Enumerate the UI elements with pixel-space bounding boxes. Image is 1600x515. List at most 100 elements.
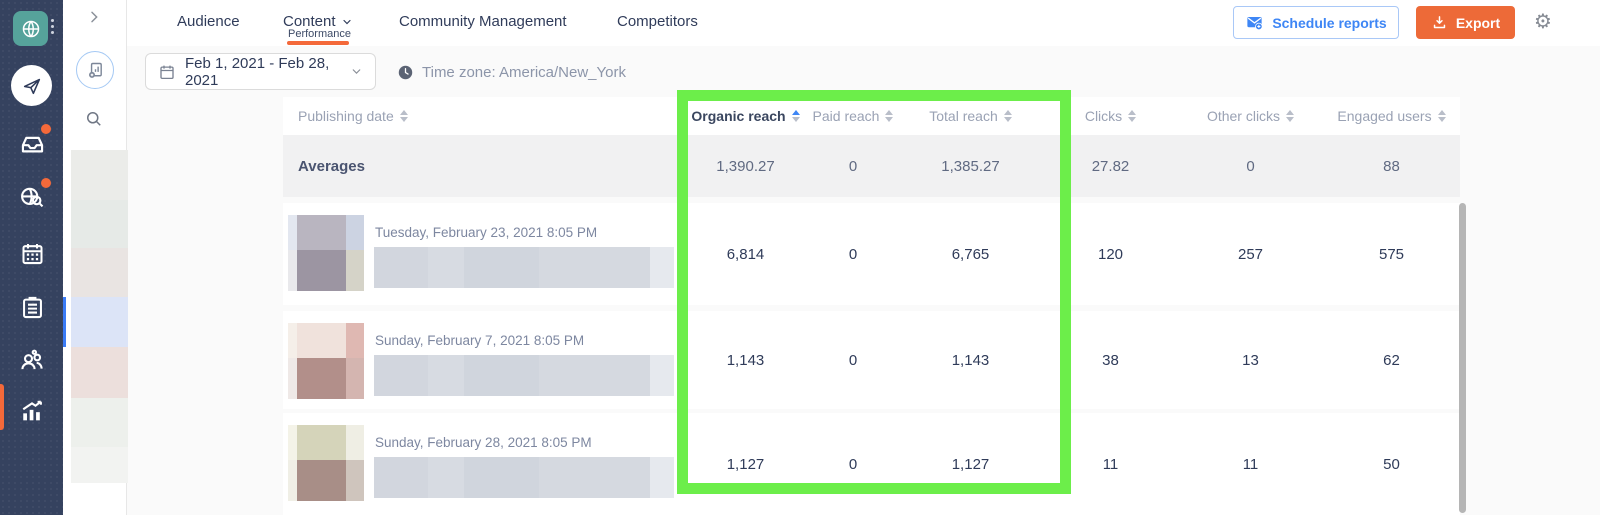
- tab-community-label: Community Management: [399, 13, 567, 30]
- profile-list-item[interactable]: [71, 447, 128, 483]
- primary-sidebar: [0, 0, 63, 515]
- vertical-scrollbar[interactable]: [1459, 203, 1466, 513]
- social-listening-badge: [41, 178, 51, 188]
- chevron-down-icon: [341, 16, 353, 28]
- column-header-publishing-date[interactable]: Publishing date: [283, 97, 683, 135]
- tab-audience[interactable]: Audience: [177, 13, 240, 30]
- cell-engaged-users: 575: [1378, 245, 1405, 263]
- active-tab-underline: [287, 41, 349, 45]
- cell-engaged-users: 62: [1383, 351, 1400, 369]
- column-label: Other clicks: [1206, 108, 1281, 124]
- post-thumbnail[interactable]: [288, 215, 364, 291]
- column-header-engaged-users[interactable]: Engaged users: [1323, 97, 1460, 135]
- cell-organic-reach: 1,127: [726, 455, 765, 473]
- profile-list-item-selected[interactable]: [71, 297, 128, 347]
- post-thumbnail[interactable]: [288, 425, 364, 501]
- search-profiles-button[interactable]: [84, 109, 106, 131]
- cell-clicks: 38: [1102, 351, 1119, 369]
- timezone-display: Time zone: America/New_York: [397, 55, 626, 89]
- sidebar-item-notes[interactable]: [17, 292, 47, 322]
- tab-competitors[interactable]: Competitors: [617, 13, 698, 30]
- cell-organic-reach: 1,143: [726, 351, 765, 369]
- column-label: Clicks: [1084, 108, 1123, 124]
- column-header-clicks[interactable]: Clicks: [1043, 97, 1178, 135]
- profile-list-item[interactable]: [71, 150, 128, 200]
- schedule-reports-label: Schedule reports: [1272, 14, 1387, 31]
- kebab-menu-icon[interactable]: [51, 19, 55, 37]
- cell-clicks: 11: [1102, 455, 1119, 473]
- tab-community-management[interactable]: Community Management: [399, 13, 567, 30]
- cell-other-clicks: 257: [1237, 245, 1264, 263]
- profile-list-item[interactable]: [71, 248, 128, 297]
- table-row[interactable]: Sunday, February 28, 2021 8:05 PM 1,127 …: [283, 413, 1460, 515]
- post-content-redacted: [374, 457, 674, 498]
- post-date: Sunday, February 7, 2021 8:05 PM: [375, 333, 585, 348]
- create-report-button[interactable]: [76, 51, 114, 89]
- team-icon: [18, 347, 46, 375]
- profile-list-item[interactable]: [71, 347, 128, 398]
- cell-paid-reach: 0: [848, 245, 858, 263]
- clipboard-icon: [19, 294, 46, 321]
- envelope-plus-icon: [1245, 13, 1264, 32]
- post-content-redacted: [374, 355, 674, 396]
- app-logo[interactable]: [13, 11, 48, 46]
- sort-arrows-icon: [1128, 110, 1137, 122]
- export-button[interactable]: Export: [1416, 6, 1515, 39]
- sidebar-item-social-listening[interactable]: [17, 178, 51, 212]
- paper-plane-icon: [21, 75, 43, 97]
- table-row[interactable]: Tuesday, February 23, 2021 8:05 PM 6,814…: [283, 203, 1460, 305]
- sidebar-item-team[interactable]: [17, 346, 47, 376]
- profile-list-item[interactable]: [71, 398, 128, 447]
- calendar-icon: [19, 240, 46, 267]
- post-content-redacted: [374, 247, 674, 288]
- tab-competitors-label: Competitors: [617, 13, 698, 30]
- column-label: Total reach: [929, 108, 998, 124]
- calendar-icon: [158, 63, 176, 81]
- schedule-reports-button[interactable]: Schedule reports: [1233, 6, 1399, 39]
- cell-paid-reach: 0: [848, 455, 858, 473]
- tab-audience-label: Audience: [177, 13, 240, 30]
- sort-arrows-icon: [1437, 110, 1446, 122]
- column-header-paid-reach[interactable]: Paid reach: [808, 97, 898, 135]
- cell-other-clicks: 13: [1242, 351, 1259, 369]
- active-nav-indicator: [0, 384, 4, 430]
- globe-logo-icon: [19, 17, 43, 41]
- expand-sidebar-button[interactable]: [86, 9, 104, 27]
- column-header-organic-reach[interactable]: Organic reach: [683, 97, 808, 135]
- average-organic-reach: 1,390.27: [716, 157, 775, 175]
- sidebar-item-publish[interactable]: [11, 65, 52, 106]
- export-label: Export: [1455, 14, 1501, 31]
- post-date: Sunday, February 28, 2021 8:05 PM: [375, 435, 592, 450]
- average-other-clicks: 0: [1246, 157, 1255, 175]
- cell-total-reach: 1,127: [951, 455, 990, 473]
- sort-arrows-icon: [1003, 110, 1012, 122]
- column-header-other-clicks[interactable]: Other clicks: [1178, 97, 1323, 135]
- table-row[interactable]: Sunday, February 7, 2021 8:05 PM 1,143 0…: [283, 311, 1460, 409]
- averages-row: Averages 1,390.27 0 1,385.27 27.82 0 88: [283, 135, 1460, 197]
- selected-profile-indicator: [63, 297, 66, 347]
- inbox-badge: [41, 124, 51, 134]
- cell-total-reach: 6,765: [951, 245, 990, 263]
- post-thumbnail[interactable]: [288, 323, 364, 399]
- column-header-total-reach[interactable]: Total reach: [898, 97, 1043, 135]
- analytics-chart-icon: [18, 397, 46, 425]
- date-range-picker[interactable]: Feb 1, 2021 - Feb 28, 2021: [145, 53, 376, 90]
- averages-label: Averages: [298, 157, 365, 175]
- sidebar-item-inbox[interactable]: [17, 124, 51, 158]
- column-label: Publishing date: [298, 108, 394, 124]
- search-icon: [84, 109, 106, 129]
- add-report-icon: [85, 60, 106, 81]
- sidebar-item-calendar[interactable]: [17, 238, 47, 268]
- column-label: Organic reach: [691, 108, 786, 124]
- date-range-value: Feb 1, 2021 - Feb 28, 2021: [185, 54, 330, 89]
- settings-gear-icon[interactable]: ⚙: [1534, 10, 1552, 33]
- sidebar-item-analytics[interactable]: [17, 396, 47, 426]
- chevron-right-icon: [86, 9, 104, 25]
- sort-arrows-icon: [399, 110, 408, 122]
- tab-content[interactable]: Content: [283, 13, 353, 30]
- post-cell: Sunday, February 28, 2021 8:05 PM: [283, 413, 683, 515]
- profile-list-item[interactable]: [71, 200, 128, 248]
- cell-total-reach: 1,143: [951, 351, 990, 369]
- clock-icon: [397, 64, 414, 81]
